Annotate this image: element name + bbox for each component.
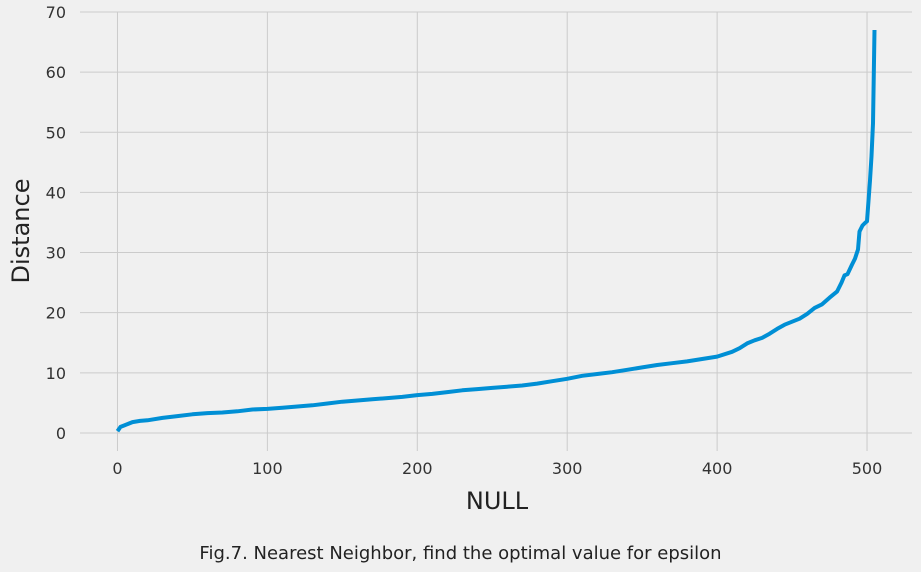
x-tick-label: 500 (852, 459, 883, 478)
figure-caption: Fig.7. Nearest Neighbor, find the optima… (199, 543, 722, 564)
x-axis-title: NULL (466, 487, 529, 515)
y-tick-label: 0 (56, 424, 66, 443)
series (115, 29, 877, 433)
tick-labels: 0 100 200 300 400 500 0 10 20 30 40 50 60 70 (46, 3, 883, 478)
series-line (115, 29, 877, 433)
x-tick-label: 0 (112, 459, 122, 478)
x-tick-label: 200 (402, 459, 433, 478)
x-tick-label: 400 (702, 459, 733, 478)
chart: 0 100 200 300 400 500 0 10 20 30 40 50 60 70 NULL Dis… (7, 3, 912, 515)
y-axis-title: Distance (7, 179, 35, 284)
y-tick-label: 60 (46, 63, 66, 82)
y-tick-label: 20 (46, 304, 66, 323)
y-tick-label: 70 (46, 3, 66, 22)
grid (80, 11, 912, 451)
y-tick-label: 30 (46, 244, 66, 263)
x-tick-label: 100 (252, 459, 283, 478)
y-tick-label: 10 (46, 364, 66, 383)
y-tick-label: 40 (46, 183, 66, 202)
y-tick-label: 50 (46, 123, 66, 142)
x-tick-label: 300 (552, 459, 583, 478)
